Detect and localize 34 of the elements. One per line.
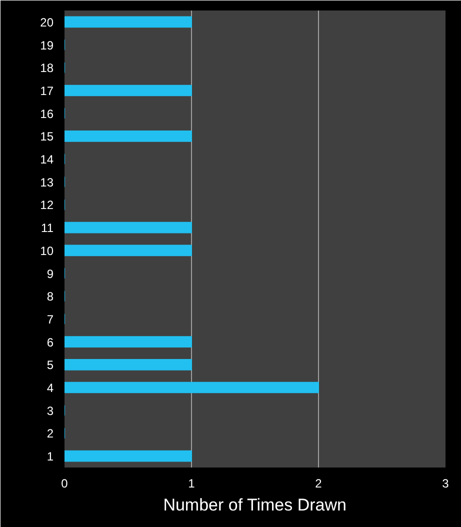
y-tick-label: 13 xyxy=(40,175,54,190)
y-tick-label: 16 xyxy=(40,106,54,121)
bar xyxy=(64,222,192,234)
y-tick-label: 5 xyxy=(46,358,54,372)
y-tick-label: 1 xyxy=(46,450,54,464)
bar xyxy=(64,130,192,142)
y-tick-label: 7 xyxy=(46,312,54,326)
y-tick-label: 2 xyxy=(46,426,54,441)
y-tick-label: 9 xyxy=(46,266,54,281)
bar xyxy=(64,244,192,256)
y-tick-label: 8 xyxy=(46,290,54,304)
y-tick-label: 17 xyxy=(40,84,54,98)
y-tick-label: 4 xyxy=(46,381,54,396)
y-tick-label: 10 xyxy=(40,244,54,258)
y-tick-label: 6 xyxy=(46,335,54,350)
y-tick-label: 12 xyxy=(40,198,54,212)
x-tick-label: 1 xyxy=(188,476,196,490)
bar xyxy=(64,450,192,462)
bar xyxy=(64,336,192,348)
y-tick-label: 15 xyxy=(40,130,54,144)
x-tick-label: 0 xyxy=(61,476,68,490)
y-tick-label: 18 xyxy=(40,61,54,76)
y-tick-label: 20 xyxy=(40,15,54,30)
x-axis-title: Number of Times Drawn xyxy=(163,496,346,514)
y-tick-label: 19 xyxy=(40,38,54,52)
bar xyxy=(64,359,192,370)
y-tick-label: 11 xyxy=(41,221,54,236)
x-tick-label: 2 xyxy=(315,476,322,490)
y-tick-label: 14 xyxy=(40,152,54,167)
bar xyxy=(64,16,192,28)
x-tick-label: 3 xyxy=(442,476,450,490)
bar xyxy=(64,84,192,96)
bar xyxy=(64,382,319,394)
y-tick-label: 3 xyxy=(46,404,54,418)
